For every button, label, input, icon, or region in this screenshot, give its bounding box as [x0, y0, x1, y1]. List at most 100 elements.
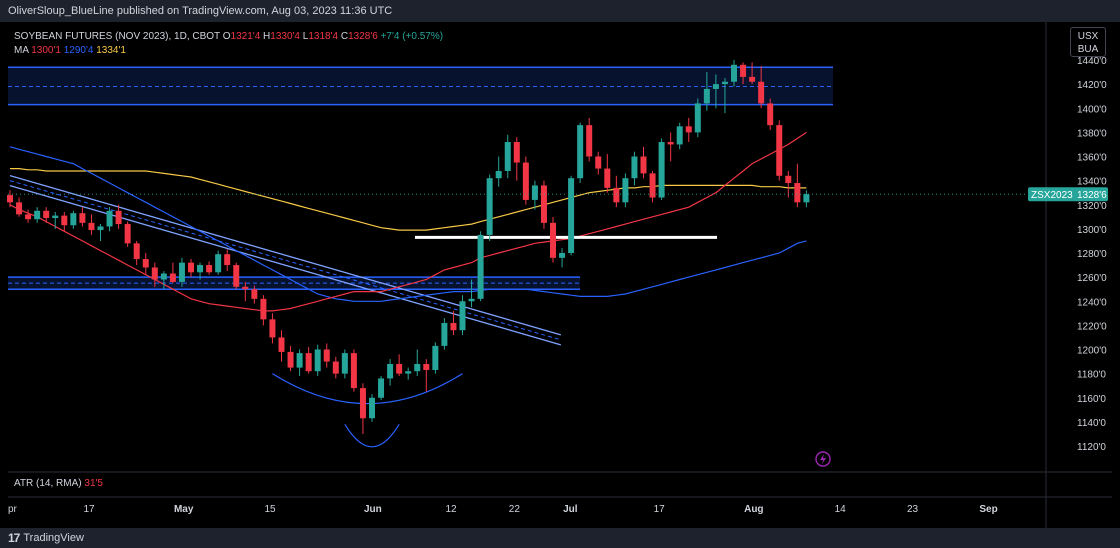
candle-body — [794, 183, 801, 203]
trend-channel-line-2 — [9, 185, 562, 346]
candle-body — [169, 273, 176, 282]
atr-label: ATR (14, RMA) — [14, 478, 82, 489]
candle-body — [703, 88, 710, 104]
candle-body — [34, 210, 41, 220]
time-tick-label: Aug — [744, 504, 763, 515]
open-label: O — [222, 31, 231, 42]
time-tick-label: Jul — [563, 504, 578, 515]
price-tick-label: 1260'0 — [1077, 273, 1107, 284]
candle-body — [712, 84, 719, 89]
candle-body — [350, 353, 357, 389]
candle-body — [577, 125, 584, 179]
pattern-arc-1 — [344, 423, 400, 448]
candle-body — [423, 363, 430, 371]
published-text: OliverSloup_BlueLine published on Tradin… — [8, 5, 393, 17]
candle-body — [106, 210, 113, 227]
close-value: 1328'6 — [348, 31, 378, 42]
candle-body — [224, 254, 231, 266]
chart-frame[interactable] — [8, 22, 1112, 528]
ma-label: MA — [14, 45, 29, 56]
candle-body — [124, 224, 131, 244]
published-header: OliverSloup_BlueLine published on Tradin… — [0, 0, 1120, 22]
low-label: L — [302, 31, 309, 42]
price-tick-label: 1200'0 — [1077, 346, 1107, 357]
candle-body — [540, 185, 547, 223]
price-tick-label: 1380'0 — [1077, 128, 1107, 139]
candle-body — [242, 286, 249, 290]
candle-body — [323, 349, 330, 362]
candle-body — [604, 168, 611, 188]
candle-body — [414, 363, 421, 372]
currency-line2: BUA — [1077, 44, 1099, 55]
time-tick-label: 22 — [509, 504, 521, 515]
candle-body — [314, 349, 321, 372]
candle-body — [405, 371, 412, 374]
time-tick-label: 15 — [264, 504, 276, 515]
candle-body — [142, 259, 149, 268]
time-tick-label: Jun — [364, 504, 382, 515]
close-label: C — [340, 31, 349, 42]
candle-body — [178, 262, 185, 282]
candle-body — [450, 322, 457, 331]
candle-body — [486, 178, 493, 235]
currency-line1: USX — [1077, 31, 1099, 42]
price-tick-label: 1160'0 — [1077, 394, 1106, 405]
candle-body — [740, 64, 747, 77]
candle-body — [16, 202, 23, 215]
tradingview-logo[interactable]: 17 TradingView — [8, 531, 84, 545]
candle-body — [749, 76, 756, 82]
candle-body — [206, 265, 213, 273]
candle-body — [568, 178, 575, 253]
price-tick-label: 1300'0 — [1077, 225, 1107, 236]
candle-body — [260, 298, 267, 320]
footer-bar — [0, 528, 1120, 548]
candle-body — [151, 267, 158, 280]
price-tick-label: 1120'0 — [1077, 442, 1106, 453]
candle-body — [25, 214, 32, 220]
high-label: H — [263, 31, 271, 42]
price-label-value: 1328'6 — [1077, 190, 1107, 201]
candle-body — [504, 142, 511, 171]
time-tick-label: pr — [8, 504, 18, 515]
lightning-icon-bolt — [820, 454, 826, 464]
price-tick-label: 1340'0 — [1077, 177, 1107, 188]
candle-body — [115, 210, 122, 225]
candle-body — [531, 185, 538, 200]
candle-body — [341, 353, 348, 374]
price-tick-label: 1320'0 — [1077, 201, 1107, 212]
candle-body — [622, 178, 629, 203]
candle-body — [640, 156, 647, 174]
symbol-title: SOYBEAN FUTURES (NOV 2023), 1D, CBOT — [14, 31, 220, 42]
candle-body — [685, 126, 692, 133]
tradingview-name: TradingView — [23, 532, 84, 544]
candle-body — [721, 81, 728, 85]
ma-red-line — [9, 131, 807, 312]
candle-body — [305, 353, 312, 372]
currency-unit-button[interactable]: USX BUA — [1070, 27, 1106, 57]
low-value: 1318'4 — [308, 31, 339, 42]
candle-body — [197, 265, 204, 273]
candle-body — [658, 142, 665, 198]
candle-body — [495, 170, 502, 179]
zone-1-fill — [8, 277, 580, 290]
candle-body — [758, 81, 765, 104]
candle-body — [477, 234, 484, 299]
ma-yellow-line — [10, 168, 807, 231]
price-tick-label: 1360'0 — [1077, 153, 1107, 164]
pattern-arc-0 — [272, 373, 463, 405]
candle-body — [188, 262, 194, 273]
candle-body — [52, 215, 59, 219]
candle-body — [160, 273, 167, 280]
candle-body — [559, 253, 566, 258]
ma-blue-line — [9, 146, 807, 302]
open-value: 1321'4 — [230, 31, 261, 42]
chart-legend: SOYBEAN FUTURES (NOV 2023), 1D, CBOT O13… — [14, 30, 443, 58]
candle-body — [803, 194, 810, 203]
high-value: 1330'4 — [270, 31, 300, 42]
time-tick-label: May — [174, 504, 194, 515]
candle-body — [586, 125, 593, 157]
ma-value-red: 1300'1 — [31, 45, 61, 56]
candle-body — [233, 265, 240, 287]
candle-body — [7, 195, 13, 203]
